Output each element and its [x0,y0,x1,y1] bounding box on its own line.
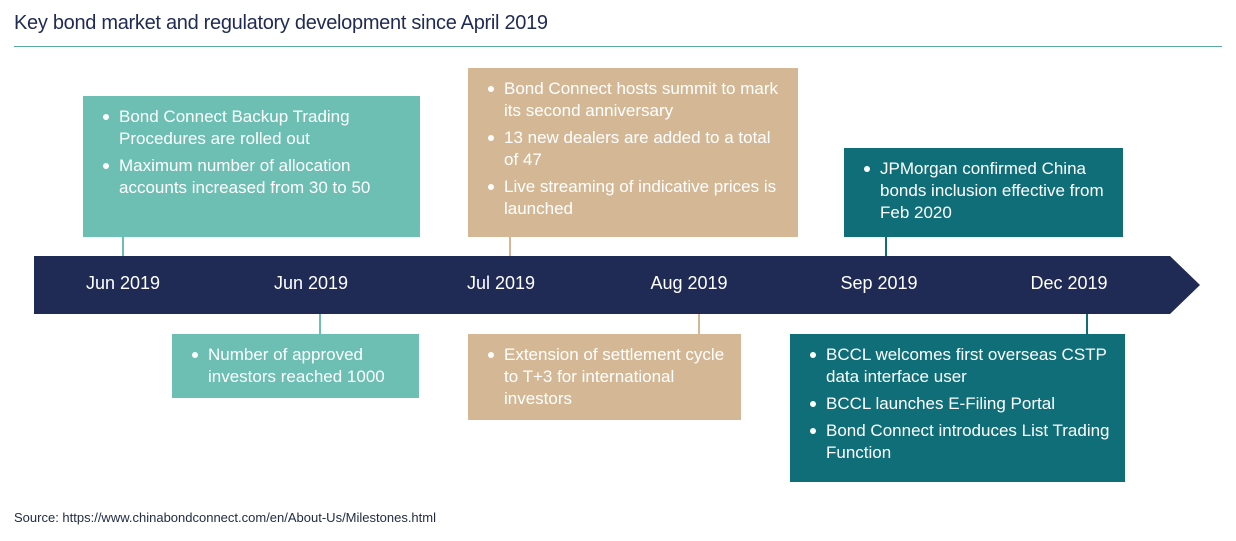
timeline-arrow [34,256,1200,314]
timeline-date: Sep 2019 [840,273,918,293]
connector-bottom2 [698,314,700,334]
title-divider [14,46,1222,47]
timeline-date: Jun 2019 [85,273,161,293]
event-card-bottom1: Number of approved investors reached 100… [172,334,419,398]
event-bullet: Maximum number of allocation accounts in… [101,155,408,199]
timeline-date: Aug 2019 [650,273,728,293]
event-bullet: Bond Connect introduces List Trading Fun… [808,420,1113,464]
connector-top1 [122,237,124,257]
event-card-top1: Bond Connect Backup Trading Procedures a… [83,96,420,237]
event-card-top3: JPMorgan confirmed China bonds inclusion… [844,148,1123,237]
event-bullet: Number of approved investors reached 100… [190,344,407,388]
source-note: Source: https://www.chinabondconnect.com… [14,510,436,525]
chart-title: Key bond market and regulatory developme… [14,12,548,34]
timeline-date: Dec 2019 [1030,273,1108,293]
event-bullet: Extension of settlement cycle to T+3 for… [486,344,729,410]
timeline-date: Jun 2019 [273,273,349,293]
connector-bottom1 [319,314,321,334]
connector-bottom3 [1086,314,1088,334]
event-card-bottom2: Extension of settlement cycle to T+3 for… [468,334,741,420]
connector-top3 [885,237,887,257]
event-card-bottom3: BCCL welcomes first overseas CSTP data i… [790,334,1125,482]
event-bullet: 13 new dealers are added to a total of 4… [486,127,786,171]
event-bullet: BCCL welcomes first overseas CSTP data i… [808,344,1113,388]
event-bullet: Bond Connect Backup Trading Procedures a… [101,106,408,150]
timeline-date: Jul 2019 [466,273,536,293]
event-bullet: Bond Connect hosts summit to mark its se… [486,78,786,122]
event-bullet: Live streaming of indicative prices is l… [486,176,786,220]
event-bullet: BCCL launches E-Filing Portal [808,393,1113,415]
connector-top2 [509,237,511,257]
event-card-top2: Bond Connect hosts summit to mark its se… [468,68,798,237]
event-bullet: JPMorgan confirmed China bonds inclusion… [862,158,1111,224]
